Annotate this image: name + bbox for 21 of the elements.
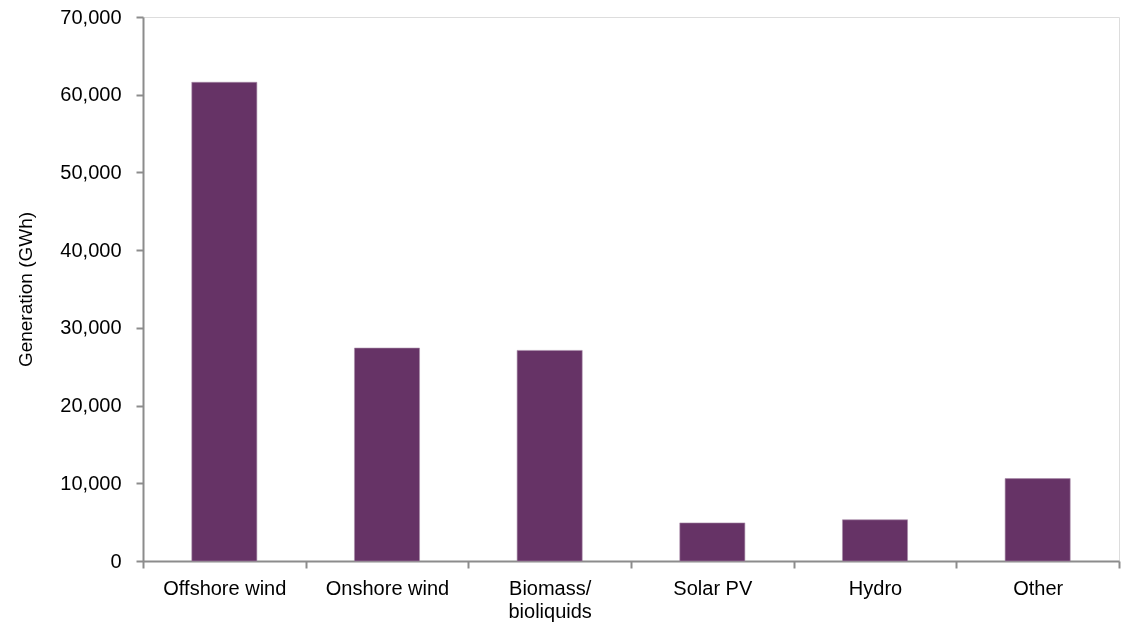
y-axis-title: Generation (GWh): [15, 211, 37, 368]
bar: [842, 519, 908, 562]
y-tick-label: 30,000: [60, 316, 122, 339]
x-tick-label: Offshore wind: [163, 576, 287, 599]
y-tick-label: 60,000: [60, 83, 122, 106]
bar: [516, 350, 583, 562]
y-tick-label: 40,000: [60, 238, 122, 261]
bar: [354, 347, 420, 562]
x-tick-label: Biomass/ bioliquids: [508, 576, 592, 622]
y-tick-label: 0: [110, 549, 122, 572]
x-tick-label: Hydro: [848, 576, 903, 599]
x-tick-label: Onshore wind: [325, 576, 450, 599]
y-tick-label: 10,000: [60, 471, 122, 494]
bar: [191, 81, 258, 562]
y-tick-label: 50,000: [60, 160, 122, 183]
y-tick-label: 20,000: [60, 394, 122, 417]
x-tick-label: Other: [1013, 576, 1064, 599]
y-tick-label: 70,000: [60, 5, 122, 28]
x-tick-label: Solar PV: [673, 576, 753, 599]
bar: [1004, 478, 1071, 562]
bar: [679, 522, 746, 562]
